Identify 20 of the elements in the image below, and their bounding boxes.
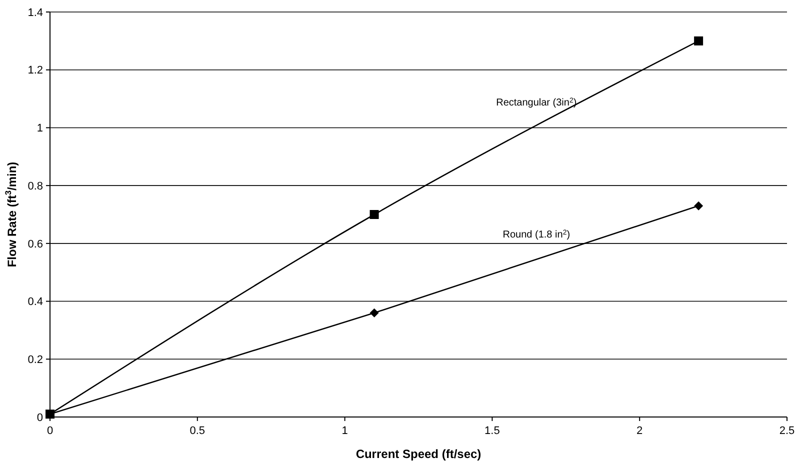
x-tick-label: 0.5 (190, 425, 206, 437)
y-tick-label: 1.4 (28, 6, 43, 19)
x-tick-label: 2.5 (779, 425, 795, 437)
y-tick-label: 0.2 (28, 354, 43, 366)
x-tick-label: 1.5 (484, 425, 500, 437)
x-tick-label: 0 (46, 425, 54, 437)
y-tick-label: 0.6 (28, 238, 43, 250)
point (370, 210, 379, 219)
y-tick-label: 1 (36, 122, 43, 135)
y-tick-label: 0.4 (28, 296, 43, 308)
series-label: Round (1.8 in$^{2}$) (502, 228, 570, 240)
x-tick-label: 1 (342, 425, 348, 437)
y-tick-label: 1.2 (28, 64, 43, 77)
y-tick-label: 0 (36, 412, 43, 424)
x-tick-label: 2 (636, 425, 643, 437)
y-tick-label: 0.8 (28, 180, 43, 192)
point (694, 201, 704, 210)
point (694, 36, 704, 46)
x-axis-title: Current Speed (ft/sec) (356, 447, 482, 461)
point (370, 308, 379, 318)
